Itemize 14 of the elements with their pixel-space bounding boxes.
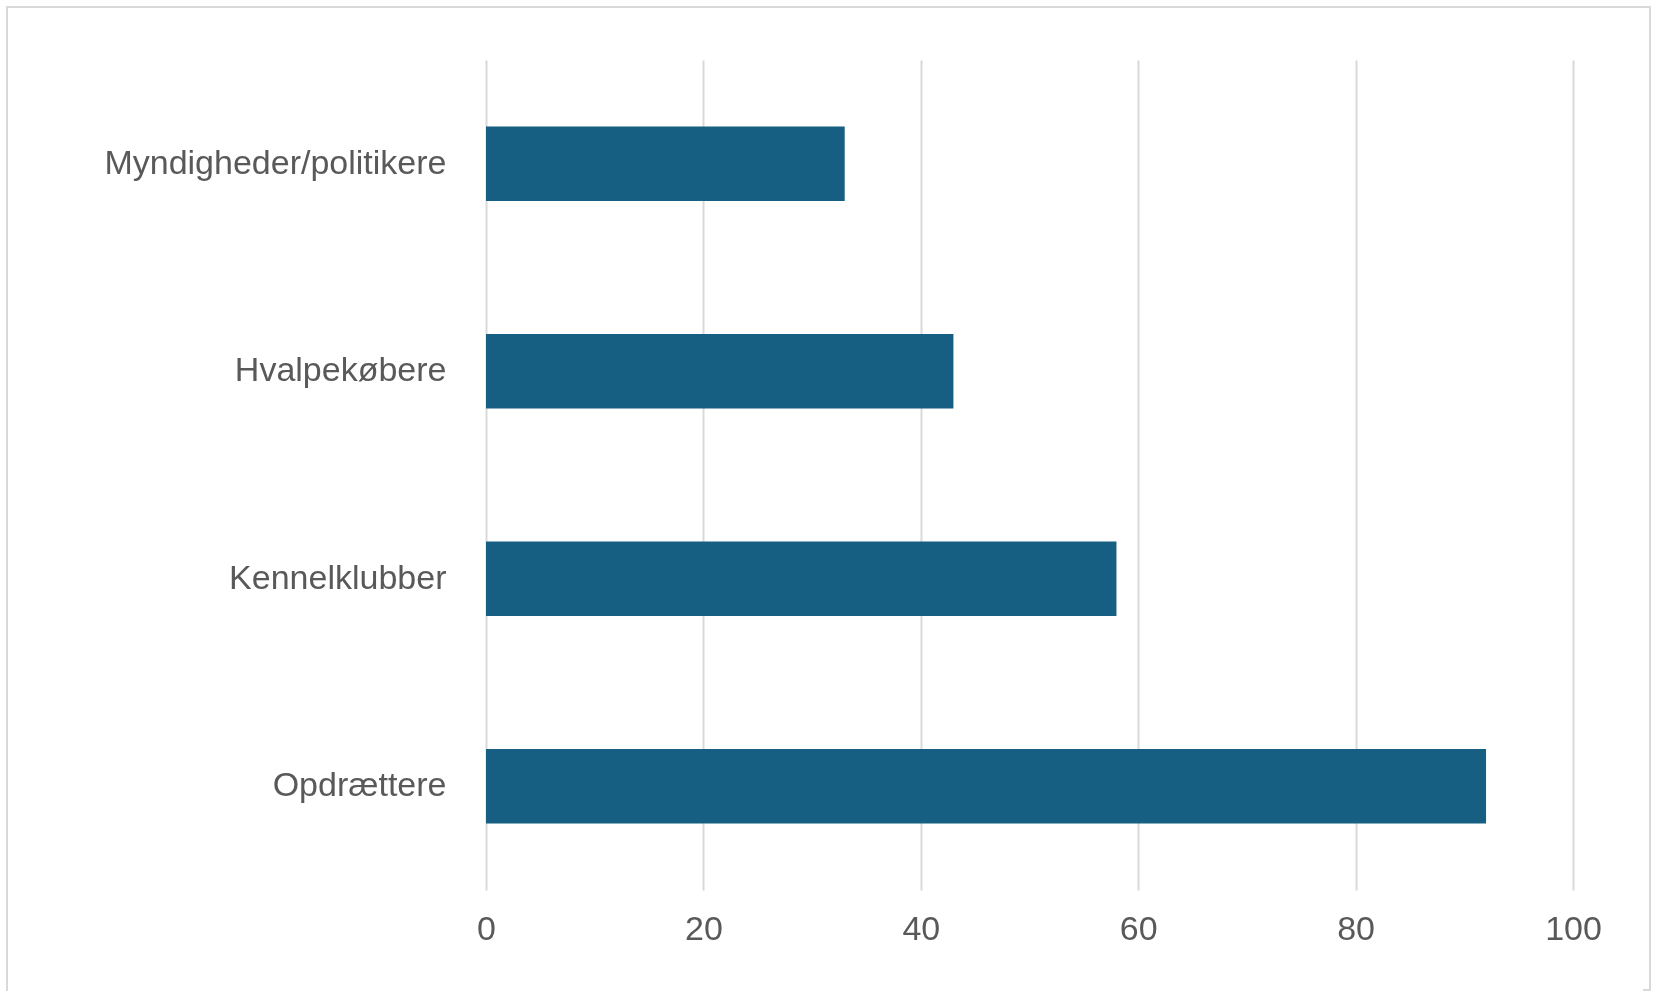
x-tick-label: 60 [1119, 908, 1158, 947]
y-tick-label: Hvalpekøbere [234, 350, 447, 389]
y-tick-label: Myndigheder/politikere [104, 142, 447, 181]
x-tick-label: 100 [1545, 908, 1602, 947]
x-tick-label: 80 [1337, 908, 1376, 947]
bar [486, 126, 845, 202]
bar [486, 333, 954, 409]
bar [486, 541, 1117, 617]
x-tick-label: 0 [477, 908, 496, 947]
y-tick-label: Opdrættere [272, 765, 447, 804]
y-tick-label: Kennelklubber [229, 557, 447, 596]
x-tick-label: 40 [902, 908, 941, 947]
x-tick-label: 20 [684, 908, 723, 947]
bar [486, 748, 1487, 824]
